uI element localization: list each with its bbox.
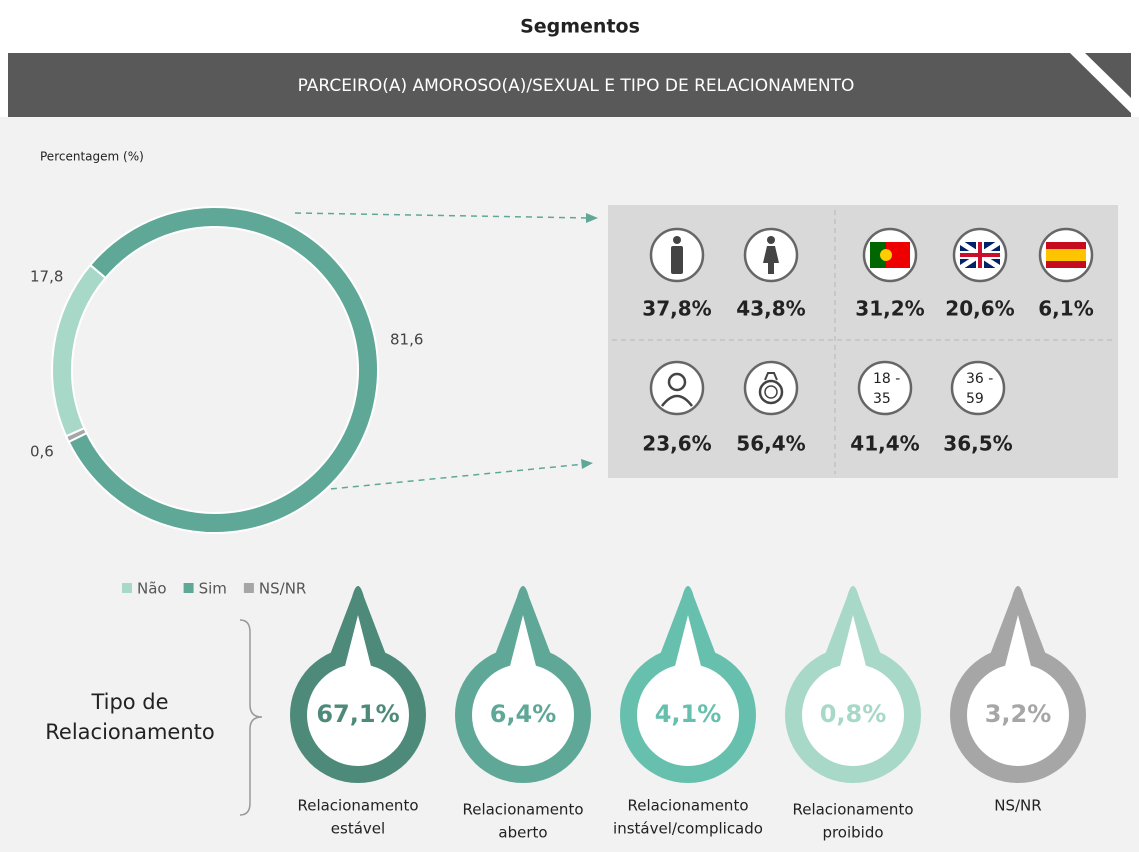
donut-slice bbox=[67, 206, 379, 534]
flag bbox=[870, 242, 886, 268]
age-label: 59 bbox=[966, 391, 984, 407]
flag bbox=[880, 249, 892, 261]
icon bbox=[870, 242, 910, 268]
segment-value: 37,8% bbox=[642, 297, 711, 321]
pin-label: Relacionamento bbox=[792, 801, 913, 819]
pin-notch bbox=[839, 615, 867, 670]
pin-notch bbox=[509, 615, 537, 670]
pin-label: proibido bbox=[822, 824, 883, 842]
icon-gem bbox=[764, 372, 778, 381]
section-title: Tipo de bbox=[90, 690, 168, 714]
pin-notch bbox=[344, 615, 372, 670]
icon-ring bbox=[758, 379, 784, 405]
icon bbox=[671, 236, 683, 274]
age-label: 18 - bbox=[873, 371, 900, 387]
data-label: 81,6 bbox=[390, 331, 423, 349]
icon-head bbox=[673, 236, 681, 244]
icon bbox=[758, 372, 784, 405]
pin-label: estável bbox=[331, 820, 385, 838]
arrowhead bbox=[586, 213, 598, 223]
page-title: Segmentos bbox=[520, 16, 640, 38]
icon-head bbox=[667, 372, 687, 392]
icon bbox=[763, 236, 779, 274]
pin-center bbox=[307, 664, 409, 766]
header-title: PARCEIRO(A) AMOROSO(A)/SEXUAL E TIPO DE … bbox=[298, 76, 855, 96]
pin-value: 3,2% bbox=[985, 700, 1052, 728]
pin-label: Relacionamento bbox=[627, 797, 748, 815]
bracket bbox=[239, 619, 263, 816]
section-title: Relacionamento bbox=[45, 720, 214, 744]
axis-label: Percentagem (%) bbox=[40, 150, 144, 164]
legend-swatch bbox=[243, 583, 254, 593]
segment-value: 41,4% bbox=[850, 432, 919, 456]
legend-label: Não bbox=[137, 580, 167, 598]
pin-notch bbox=[1004, 615, 1032, 670]
segment-value: 36,5% bbox=[943, 432, 1012, 456]
pin-label: Relacionamento bbox=[462, 801, 583, 819]
icon-circle bbox=[857, 360, 913, 416]
flag bbox=[1046, 249, 1086, 261]
header-stripe bbox=[1070, 53, 1131, 113]
segment-value: 6,1% bbox=[1038, 297, 1093, 321]
segment-value: 56,4% bbox=[736, 432, 805, 456]
pin-label: aberto bbox=[498, 824, 547, 842]
age-label: 35 bbox=[873, 391, 891, 407]
segment-value: 20,6% bbox=[945, 297, 1014, 321]
legend-swatch bbox=[183, 583, 194, 593]
icon-circle bbox=[743, 360, 799, 416]
pin-label: instável/complicado bbox=[613, 820, 763, 838]
icon-head bbox=[767, 236, 775, 244]
connector bbox=[319, 463, 586, 491]
pin-label: NS/NR bbox=[994, 797, 1041, 815]
legend-label: Sim bbox=[199, 580, 227, 598]
icon-circle bbox=[950, 360, 1006, 416]
data-label: 0,6 bbox=[30, 443, 54, 461]
icon bbox=[958, 239, 1002, 271]
icon bbox=[1046, 242, 1086, 268]
legend-label: NS/NR bbox=[259, 580, 306, 598]
header-bar bbox=[8, 53, 1131, 117]
icon-body bbox=[763, 246, 779, 274]
pin-label: Relacionamento bbox=[297, 797, 418, 815]
arrowhead bbox=[581, 459, 593, 469]
age-label: 36 - bbox=[966, 371, 993, 387]
segment-value: 31,2% bbox=[855, 297, 924, 321]
connector bbox=[294, 212, 591, 219]
pin-notch bbox=[674, 615, 702, 670]
pin-center bbox=[802, 664, 904, 766]
pin-value: 4,1% bbox=[655, 700, 722, 728]
icon-body bbox=[661, 394, 693, 407]
icon: 18 - 35 bbox=[873, 371, 900, 407]
pin-value: 0,8% bbox=[820, 700, 887, 728]
donut-slice bbox=[64, 426, 88, 444]
icon-circle bbox=[649, 360, 705, 416]
pin-center bbox=[637, 664, 739, 766]
icon: 36 - 59 bbox=[966, 371, 993, 407]
pin-center bbox=[967, 664, 1069, 766]
pin-value: 6,4% bbox=[490, 700, 557, 728]
legend-swatch bbox=[122, 583, 132, 593]
pin-center bbox=[472, 664, 574, 766]
segment-value: 23,6% bbox=[642, 432, 711, 456]
pin-value: 67,1% bbox=[316, 700, 399, 728]
icon bbox=[661, 372, 693, 407]
icon-ring bbox=[764, 385, 778, 399]
flag bbox=[960, 242, 1000, 268]
segment-value: 43,8% bbox=[736, 297, 805, 321]
data-label: 17,8 bbox=[30, 268, 63, 286]
icon-body bbox=[671, 246, 683, 274]
